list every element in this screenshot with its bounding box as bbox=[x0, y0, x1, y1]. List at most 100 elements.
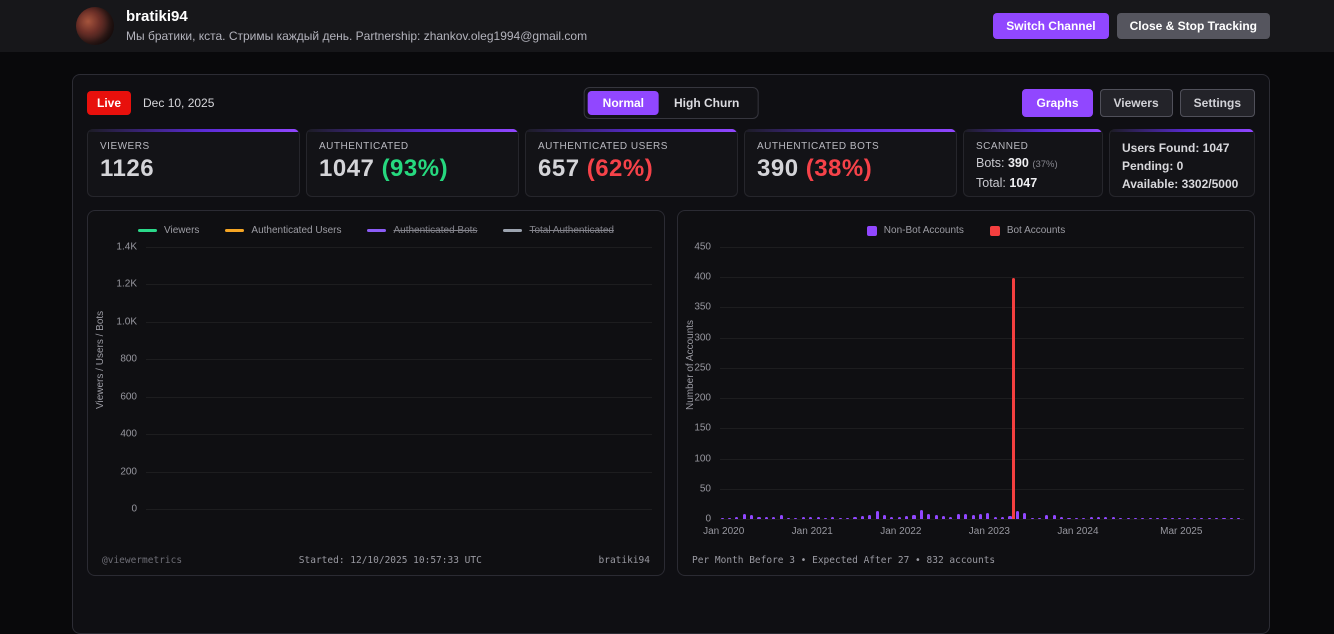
live-badge: Live bbox=[87, 91, 132, 115]
bar-non-bot bbox=[860, 515, 864, 519]
bar-non-bot bbox=[1222, 517, 1226, 519]
legend-swatch bbox=[503, 229, 523, 232]
x-tick-label: Mar 2025 bbox=[1160, 526, 1203, 537]
stat-label: AUTHENTICATED BOTS bbox=[757, 141, 880, 152]
bar-non-bot bbox=[964, 513, 968, 519]
bar-non-bot bbox=[1133, 517, 1137, 519]
y-tick-label: 1.4K bbox=[116, 241, 137, 253]
stat-card-authenticated: AUTHENTICATED 1047 (93%) bbox=[306, 129, 519, 197]
x-tick-label: Jan 2024 bbox=[1057, 526, 1099, 537]
legend-item-authenticated-users[interactable]: Authenticated Users bbox=[225, 225, 341, 236]
top-header: bratiki94 Мы братики, кста. Стримы кажды… bbox=[0, 0, 1334, 52]
bar-non-bot bbox=[1111, 517, 1115, 519]
stat-label: VIEWERS bbox=[100, 141, 150, 152]
bar-non-bot bbox=[1089, 516, 1093, 519]
bar-non-bot bbox=[1045, 515, 1049, 519]
status-group: Live Dec 10, 2025 bbox=[87, 91, 214, 115]
bar-non-bot bbox=[1067, 517, 1071, 519]
gridline bbox=[720, 458, 1244, 460]
stat-card-authenticated-bots: AUTHENTICATED BOTS 390 (38%) bbox=[744, 129, 957, 197]
bar-non-bot bbox=[1207, 517, 1211, 519]
legend-swatch bbox=[225, 229, 245, 232]
available-line: Available: 3302/5000 bbox=[1122, 177, 1239, 191]
y-tick-label: 300 bbox=[694, 332, 711, 344]
legend-item-non-bot-accounts[interactable]: Non-Bot Accounts bbox=[866, 225, 964, 236]
y-tick-label: 800 bbox=[120, 353, 137, 365]
bar-non-bot bbox=[809, 517, 813, 519]
bar-non-bot bbox=[1170, 517, 1174, 519]
churn-toggle: Normal High Churn bbox=[583, 87, 759, 119]
bar-non-bot bbox=[1119, 517, 1123, 519]
bar-chart-summary: Per Month Before 3 • Expected After 27 •… bbox=[692, 555, 996, 566]
bar-non-bot bbox=[853, 516, 857, 519]
bar-non-bot bbox=[1096, 516, 1101, 519]
legend-item-viewers[interactable]: Viewers bbox=[138, 225, 199, 236]
users-found-line: Users Found: 1047 bbox=[1122, 141, 1230, 155]
gridline bbox=[146, 321, 652, 323]
legend-item-authenticated-bots[interactable]: Authenticated Bots bbox=[367, 225, 477, 236]
footer-channel-name: bratiki94 bbox=[598, 555, 650, 566]
channel-info: bratiki94 Мы братики, кста. Стримы кажды… bbox=[126, 8, 993, 44]
bar-non-bot bbox=[1060, 517, 1064, 519]
legend-item-bot-accounts[interactable]: Bot Accounts bbox=[989, 225, 1066, 236]
bar-non-bot bbox=[750, 515, 754, 519]
stat-label: AUTHENTICATED bbox=[319, 141, 409, 152]
legend-swatch bbox=[866, 225, 877, 236]
bar-non-bot bbox=[735, 517, 739, 519]
toggle-normal[interactable]: Normal bbox=[587, 91, 660, 115]
gridline bbox=[720, 398, 1244, 400]
scanned-total-row: Total: 1047 bbox=[976, 175, 1038, 190]
gridline bbox=[146, 509, 652, 510]
legend-swatch bbox=[989, 225, 1000, 236]
legend-swatch bbox=[367, 229, 387, 232]
tab-settings[interactable]: Settings bbox=[1179, 89, 1255, 117]
bar-non-bot bbox=[1082, 517, 1086, 519]
legend-item-total-authenticated[interactable]: Total Authenticated bbox=[503, 225, 614, 236]
bar-chart-legend: Non-Bot Accounts Bot Accounts bbox=[678, 225, 1254, 236]
bar-chart-footer: Per Month Before 3 • Expected After 27 •… bbox=[692, 555, 1240, 566]
bar-non-bot bbox=[794, 517, 798, 519]
view-tabs: Graphs Viewers Settings bbox=[1022, 89, 1255, 117]
x-tick-label: Jan 2020 bbox=[703, 526, 745, 537]
y-tick-label: 50 bbox=[699, 483, 711, 495]
gridline bbox=[720, 367, 1244, 369]
stat-value: 1126 bbox=[100, 155, 155, 182]
bar-non-bot bbox=[1104, 516, 1108, 519]
y-tick-label: 1.2K bbox=[116, 278, 137, 290]
bar-non-bot bbox=[882, 514, 887, 519]
switch-channel-button[interactable]: Switch Channel bbox=[993, 13, 1109, 39]
y-tick-label: 100 bbox=[694, 453, 711, 465]
bar-non-bot bbox=[816, 516, 820, 519]
legend-label: Bot Accounts bbox=[1006, 225, 1066, 236]
gridline bbox=[720, 337, 1244, 339]
bar-non-bot bbox=[912, 515, 916, 519]
tab-viewers[interactable]: Viewers bbox=[1099, 89, 1173, 117]
tab-graphs[interactable]: Graphs bbox=[1022, 89, 1093, 117]
bar-non-bot bbox=[1037, 517, 1042, 519]
stat-value: 657 (62%) bbox=[538, 155, 654, 182]
header-buttons: Switch Channel Close & Stop Tracking bbox=[993, 13, 1270, 39]
bar-non-bot bbox=[1015, 511, 1019, 519]
gridline bbox=[720, 277, 1244, 279]
gridline bbox=[146, 359, 652, 361]
watermark-text: @viewermetrics bbox=[102, 555, 183, 566]
y-tick-label: 400 bbox=[120, 428, 137, 440]
started-timestamp: Started: 12/10/2025 10:57:33 UTC bbox=[298, 555, 482, 566]
y-tick-label: 200 bbox=[120, 466, 137, 478]
y-tick-label: 350 bbox=[694, 301, 711, 313]
stat-label: AUTHENTICATED USERS bbox=[538, 141, 668, 152]
stat-percent: (93%) bbox=[381, 155, 449, 182]
toggle-high-churn[interactable]: High Churn bbox=[659, 91, 754, 115]
bar-non-bot bbox=[823, 517, 827, 519]
bar-non-bot bbox=[986, 512, 990, 519]
stat-card-quota: Users Found: 1047 Pending: 0 Available: … bbox=[1109, 129, 1255, 197]
close-stop-tracking-button[interactable]: Close & Stop Tracking bbox=[1116, 13, 1270, 39]
bar-non-bot bbox=[890, 516, 894, 519]
channel-description: Мы братики, кста. Стримы каждый день. Pa… bbox=[126, 29, 588, 43]
bar-non-bot bbox=[838, 517, 842, 519]
bar-non-bot bbox=[779, 515, 783, 519]
bar-non-bot bbox=[801, 517, 805, 519]
bar-non-bot bbox=[831, 517, 835, 519]
bar-non-bot bbox=[742, 513, 746, 519]
bar-non-bot bbox=[1200, 517, 1204, 519]
